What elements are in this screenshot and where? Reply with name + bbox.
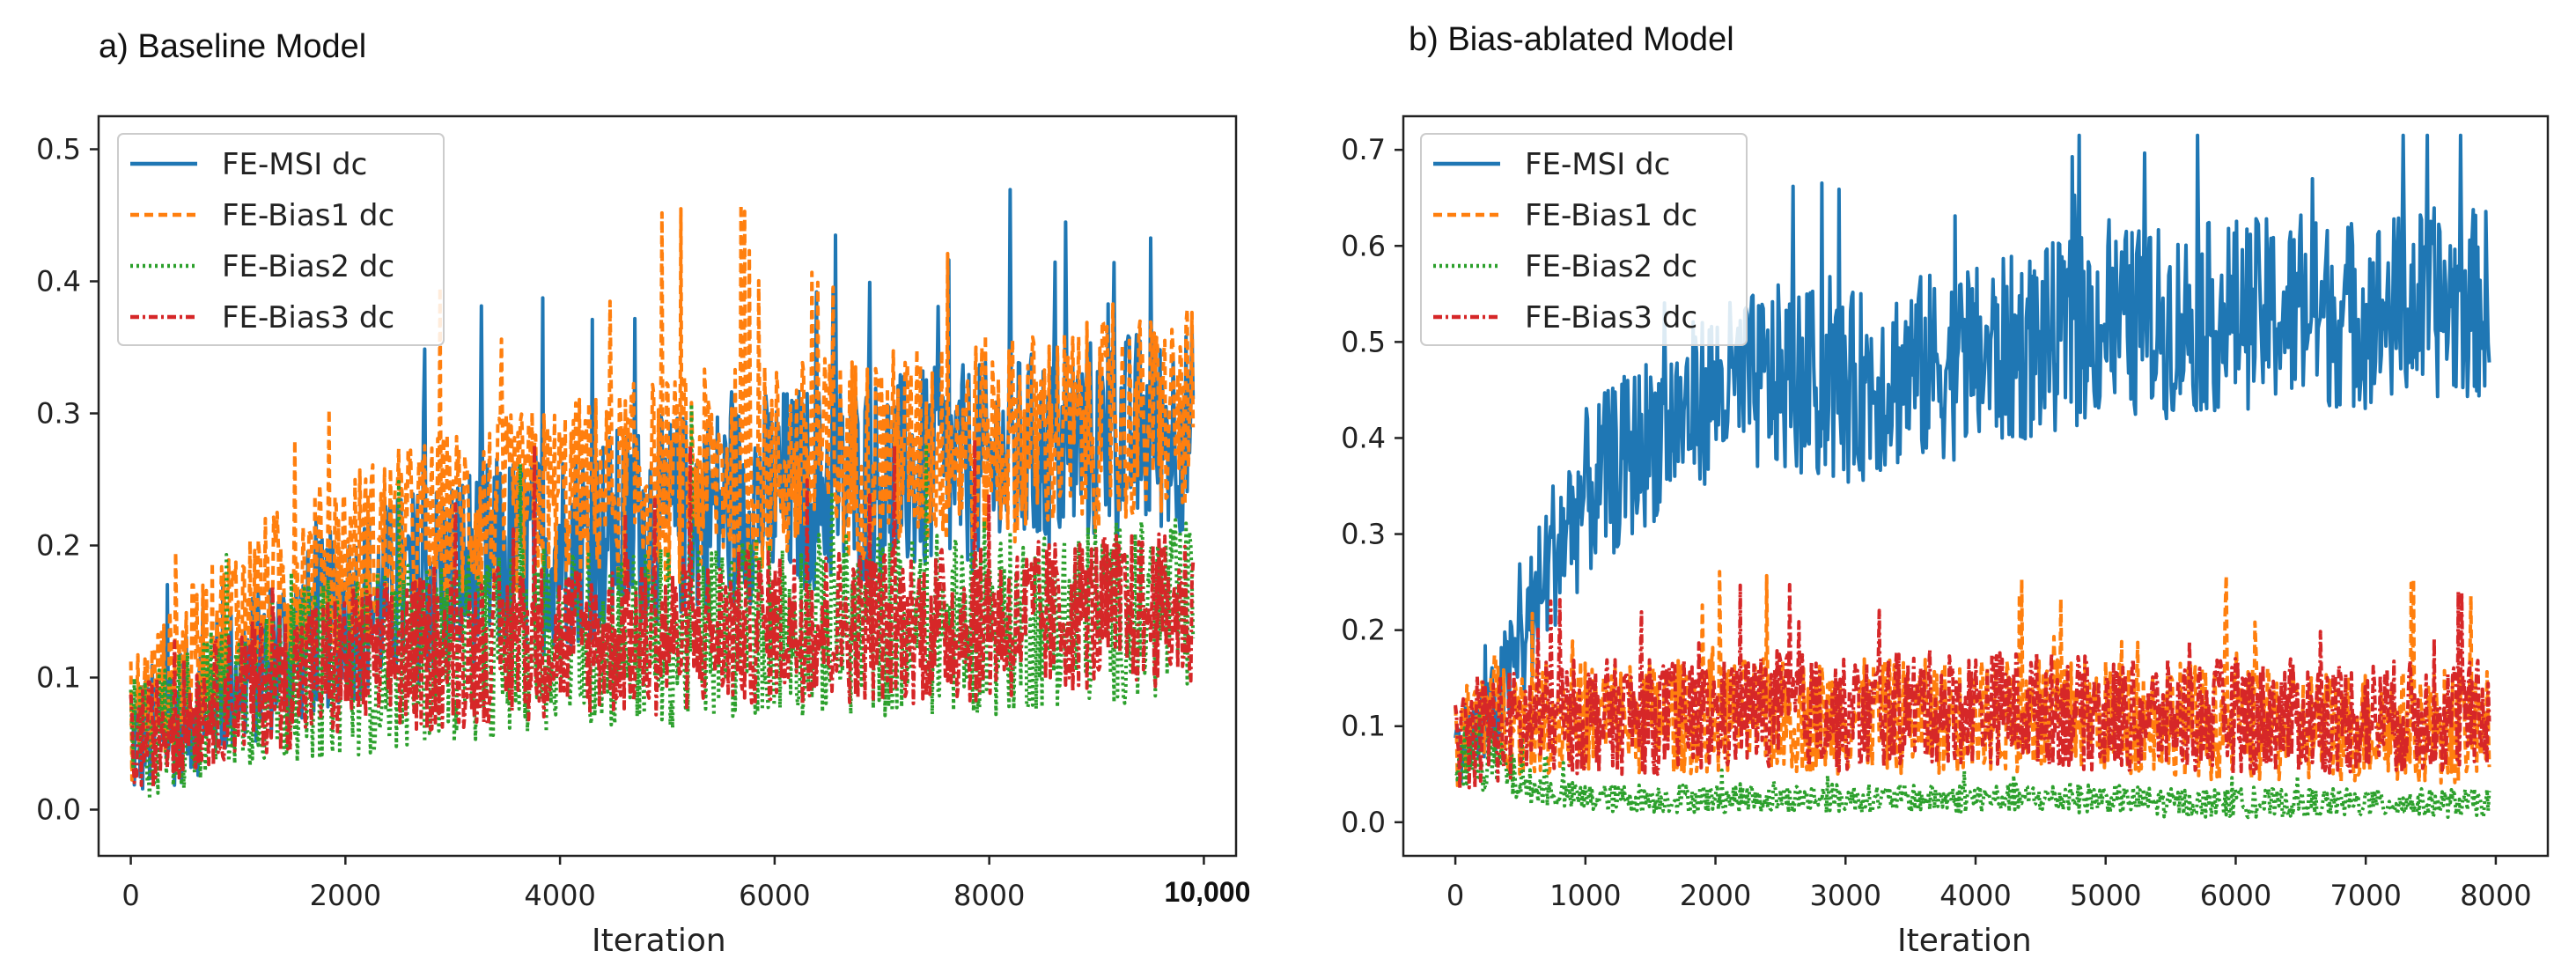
y-tick-label: 0.4 [36, 265, 81, 298]
y-tick-label: 0.1 [36, 661, 81, 695]
legend-entry: FE-Bias3 dc [222, 300, 394, 335]
legend-entry: FE-MSI dc [1525, 147, 1670, 182]
x-tick-label: 4000 [1939, 879, 2011, 912]
panel-a-chart: 0.0 0.1 0.2 0.3 0.4 0.5 0 2000 4000 6000 8000 10,00… [36, 114, 1250, 912]
x-tick-label: 6000 [2200, 879, 2271, 912]
y-tick-label: 0.0 [36, 793, 81, 827]
x-tick-label: 1000 [1549, 879, 1621, 912]
y-tick-label: 0.4 [1341, 421, 1386, 454]
plot-frame [97, 114, 1238, 858]
series-fe-bias3-dc [1454, 583, 2491, 792]
x-tick-label: 6000 [739, 879, 810, 912]
panel-a-label: a) Baseline Model [99, 28, 367, 65]
y-tick-label: 0.7 [1341, 133, 1386, 166]
x-tick-label: 2000 [1680, 879, 1751, 912]
y-tick-label: 0.0 [1341, 806, 1386, 839]
legend-entry: FE-Bias3 dc [1525, 300, 1697, 335]
y-tick-label: 0.2 [1341, 614, 1386, 647]
legend-entry: FE-MSI dc [222, 147, 367, 182]
x-tick-label: 0 [121, 879, 139, 912]
panel-a-xlabel: Iteration [592, 923, 726, 959]
series-fe-bias2-dc [1454, 710, 2491, 820]
y-tick-label: 0.3 [36, 397, 81, 431]
legend-box [1420, 133, 1748, 346]
series-fe-msi-dc [1454, 133, 2491, 785]
x-tick-label: 2000 [310, 879, 381, 912]
legend-entry: FE-Bias1 dc [1525, 198, 1697, 233]
x-tick-label: 4000 [524, 879, 595, 912]
legend-entry: FE-Bias2 dc [222, 249, 394, 284]
y-tick-label: 0.5 [1341, 325, 1386, 358]
legend-entry: FE-Bias1 dc [222, 198, 394, 233]
legend-entry: FE-Bias2 dc [1525, 249, 1697, 284]
legend-box [117, 133, 445, 346]
x-tick-label: 8000 [953, 879, 1025, 912]
y-tick-label: 0.1 [1341, 710, 1386, 743]
y-tick-label: 0.5 [36, 133, 81, 166]
panel-b-xlabel: Iteration [1897, 923, 2032, 959]
x-tick-label: 5000 [2070, 879, 2141, 912]
x-tick-label: 0 [1446, 879, 1464, 912]
series-fe-bias3-dc [129, 438, 1196, 790]
x-tick-label: 10,000 [1164, 876, 1250, 908]
y-tick-label: 0.6 [1341, 229, 1386, 262]
x-tick-label: 3000 [1810, 879, 1881, 912]
y-tick-label: 0.2 [36, 529, 81, 563]
panel-b-chart: 0.0 0.1 0.2 0.3 0.4 0.5 0.6 0.7 0 1000 2000 3000 400… [1341, 114, 2550, 912]
x-tick-label: 7000 [2329, 879, 2401, 912]
y-tick-label: 0.3 [1341, 518, 1386, 551]
x-tick-label: 8000 [2460, 879, 2531, 912]
panel-b-label: b) Bias-ablated Model [1409, 21, 1734, 58]
